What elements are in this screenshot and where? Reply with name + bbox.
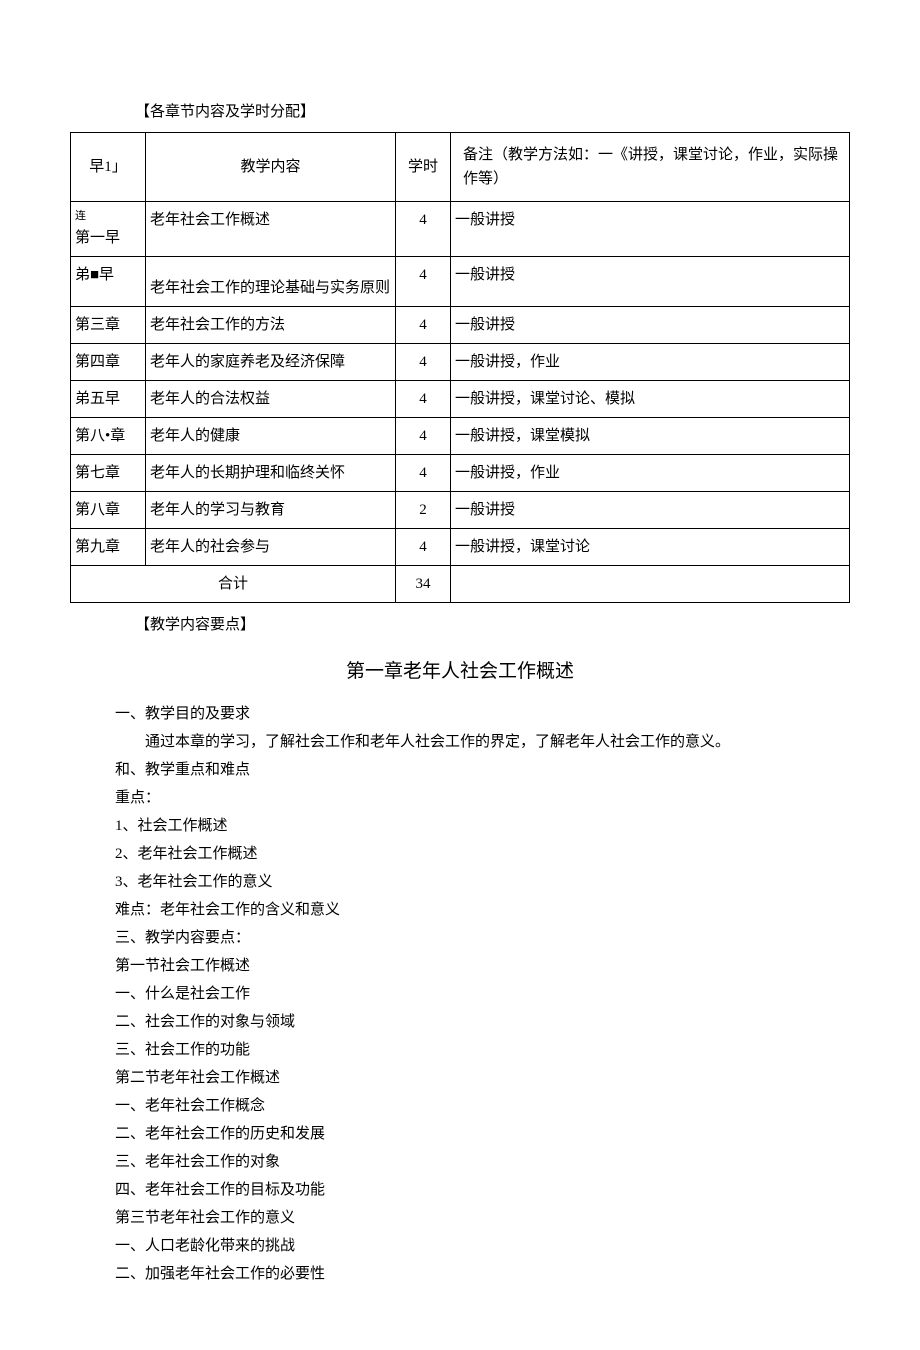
content-line: 第一节社会工作概述 <box>115 954 850 978</box>
content-section: 一、教学目的及要求通过本章的学习，了解社会工作和老年人社会工作的界定，了解老年人… <box>115 702 850 1286</box>
cell-chapter: 第三章 <box>71 306 146 343</box>
cell-hours: 4 <box>396 528 451 565</box>
total-hours: 34 <box>396 565 451 602</box>
cell-hours: 2 <box>396 491 451 528</box>
section-title-content: 【教学内容要点】 <box>135 613 850 637</box>
header-content: 教学内容 <box>146 133 396 202</box>
table-row: 第八章老年人的学习与教育2一般讲授 <box>71 491 850 528</box>
content-line: 3、老年社会工作的意义 <box>115 870 850 894</box>
table-row: 第三章老年社会工作的方法4一般讲授 <box>71 306 850 343</box>
cell-chapter: 第七章 <box>71 454 146 491</box>
table-row: 弟五早老年人的合法权益4一般讲授，课堂讨论、模拟 <box>71 380 850 417</box>
chapter-title: 第一章老年人社会工作概述 <box>70 657 850 687</box>
cell-content: 老年人的合法权益 <box>146 380 396 417</box>
table-row: 第八•章老年人的健康4一般讲授，课堂模拟 <box>71 417 850 454</box>
cell-hours: 4 <box>396 454 451 491</box>
chapter-main-text: 第一早 <box>75 226 141 250</box>
cell-chapter: 第八章 <box>71 491 146 528</box>
cell-notes: 一般讲授，作业 <box>451 343 850 380</box>
cell-content: 老年社会工作的理论基础与实务原则 <box>146 256 396 306</box>
cell-notes: 一般讲授，课堂讨论、模拟 <box>451 380 850 417</box>
section-title-allocation: 【各章节内容及学时分配】 <box>135 100 850 124</box>
cell-content: 老年人的社会参与 <box>146 528 396 565</box>
cell-chapter: 第八•章 <box>71 417 146 454</box>
content-line: 2、老年社会工作概述 <box>115 842 850 866</box>
content-line: 一、教学目的及要求 <box>115 702 850 726</box>
table-total-row: 合计 34 <box>71 565 850 602</box>
cell-chapter: 第四章 <box>71 343 146 380</box>
cell-hours: 4 <box>396 256 451 306</box>
header-hours: 学时 <box>396 133 451 202</box>
content-line: 二、社会工作的对象与领域 <box>115 1010 850 1034</box>
cell-hours: 4 <box>396 343 451 380</box>
header-chapter: 早1」 <box>71 133 146 202</box>
cell-chapter: 弟■早 <box>71 256 146 306</box>
table-row: 弟■早老年社会工作的理论基础与实务原则4一般讲授 <box>71 256 850 306</box>
content-line: 三、社会工作的功能 <box>115 1038 850 1062</box>
content-line: 一、老年社会工作概念 <box>115 1094 850 1118</box>
table-row: 连第一早老年社会工作概述4一般讲授 <box>71 202 850 257</box>
hours-allocation-table: 早1」 教学内容 学时 备注（教学方法如：一《讲授，课堂讨论，作业，实际操作等）… <box>70 132 850 603</box>
chapter-small-text: 连 <box>75 208 141 226</box>
cell-notes: 一般讲授，课堂模拟 <box>451 417 850 454</box>
table-row: 第四章老年人的家庭养老及经济保障4一般讲授，作业 <box>71 343 850 380</box>
content-line: 通过本章的学习，了解社会工作和老年人社会工作的界定，了解老年人社会工作的意义。 <box>145 730 850 754</box>
cell-chapter: 连第一早 <box>71 202 146 257</box>
content-line: 和、教学重点和难点 <box>115 758 850 782</box>
cell-content: 老年人的健康 <box>146 417 396 454</box>
cell-content: 老年社会工作概述 <box>146 202 396 257</box>
table-header-row: 早1」 教学内容 学时 备注（教学方法如：一《讲授，课堂讨论，作业，实际操作等） <box>71 133 850 202</box>
total-label: 合计 <box>71 565 396 602</box>
cell-chapter: 弟五早 <box>71 380 146 417</box>
cell-notes: 一般讲授，课堂讨论 <box>451 528 850 565</box>
content-line: 四、老年社会工作的目标及功能 <box>115 1178 850 1202</box>
cell-chapter: 第九章 <box>71 528 146 565</box>
content-line: 重点： <box>115 786 850 810</box>
cell-hours: 4 <box>396 202 451 257</box>
content-line: 一、什么是社会工作 <box>115 982 850 1006</box>
table-row: 第九章老年人的社会参与4一般讲授，课堂讨论 <box>71 528 850 565</box>
cell-hours: 4 <box>396 380 451 417</box>
content-line: 一、人口老龄化带来的挑战 <box>115 1234 850 1258</box>
content-line: 三、教学内容要点： <box>115 926 850 950</box>
cell-notes: 一般讲授 <box>451 256 850 306</box>
cell-hours: 4 <box>396 417 451 454</box>
cell-notes: 一般讲授 <box>451 202 850 257</box>
content-line: 第二节老年社会工作概述 <box>115 1066 850 1090</box>
cell-notes: 一般讲授，作业 <box>451 454 850 491</box>
total-notes-empty <box>451 565 850 602</box>
cell-content: 老年人的学习与教育 <box>146 491 396 528</box>
content-line: 难点：老年社会工作的含义和意义 <box>115 898 850 922</box>
content-line: 1、社会工作概述 <box>115 814 850 838</box>
cell-notes: 一般讲授 <box>451 306 850 343</box>
table-row: 第七章老年人的长期护理和临终关怀4一般讲授，作业 <box>71 454 850 491</box>
content-line: 二、加强老年社会工作的必要性 <box>115 1262 850 1286</box>
cell-content: 老年社会工作的方法 <box>146 306 396 343</box>
cell-content: 老年人的长期护理和临终关怀 <box>146 454 396 491</box>
content-line: 第三节老年社会工作的意义 <box>115 1206 850 1230</box>
cell-notes: 一般讲授 <box>451 491 850 528</box>
cell-content: 老年人的家庭养老及经济保障 <box>146 343 396 380</box>
header-notes: 备注（教学方法如：一《讲授，课堂讨论，作业，实际操作等） <box>451 133 850 202</box>
content-line: 二、老年社会工作的历史和发展 <box>115 1122 850 1146</box>
content-line: 三、老年社会工作的对象 <box>115 1150 850 1174</box>
cell-hours: 4 <box>396 306 451 343</box>
